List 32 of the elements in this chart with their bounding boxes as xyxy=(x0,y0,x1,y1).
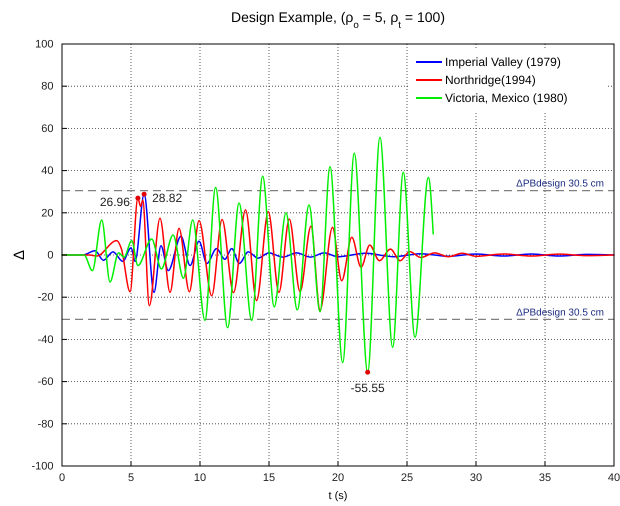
x-tick-label: 0 xyxy=(58,472,66,484)
x-tick-label: 40 xyxy=(608,472,620,484)
legend-label: Northridge(1994) xyxy=(445,73,536,87)
legend-label: Imperial Valley (1979) xyxy=(445,55,561,69)
y-tick-label: 100 xyxy=(35,38,54,51)
x-tick-label: 5 xyxy=(128,472,134,484)
y-tick-label: -40 xyxy=(38,334,54,346)
x-tick-label: 35 xyxy=(538,472,552,484)
point xyxy=(135,196,140,201)
annotation: 28.82 xyxy=(152,191,182,206)
y-tick-label: -60 xyxy=(38,376,54,388)
x-tick-label: 30 xyxy=(470,472,482,484)
x-axis-title: t (s) xyxy=(328,490,348,502)
annotation: 26.96 xyxy=(100,195,130,210)
x-tick-label: 10 xyxy=(194,472,206,484)
y-tick-label: 60 xyxy=(41,122,54,135)
annotation: -55.55 xyxy=(350,381,386,396)
y-tick-label: -20 xyxy=(38,292,54,304)
legend-label: Victoria, Mexico (1980) xyxy=(445,91,568,105)
chart-title: Design Example, (ρ$_{o}$ = 5, ρ$_{t}$ = 100) xyxy=(231,9,445,30)
ref-line-label: ΔPBdesign 30.5 cm xyxy=(516,178,604,190)
ref-line-label: ΔPBdesign 30.5 cm xyxy=(516,307,604,318)
y-axis-title: Δ xyxy=(11,250,28,260)
y-tick-label: -100 xyxy=(31,460,54,473)
y-tick-label: 0 xyxy=(47,250,54,262)
y-tick-label: 80 xyxy=(41,80,54,93)
y-tick-label: -80 xyxy=(38,418,54,430)
y-tick-label: 40 xyxy=(41,165,54,178)
y-tick-label: 20 xyxy=(41,207,54,220)
x-tick-label: 25 xyxy=(400,472,414,484)
x-tick-label: 20 xyxy=(332,472,344,484)
x-tick-label: 15 xyxy=(262,472,276,484)
